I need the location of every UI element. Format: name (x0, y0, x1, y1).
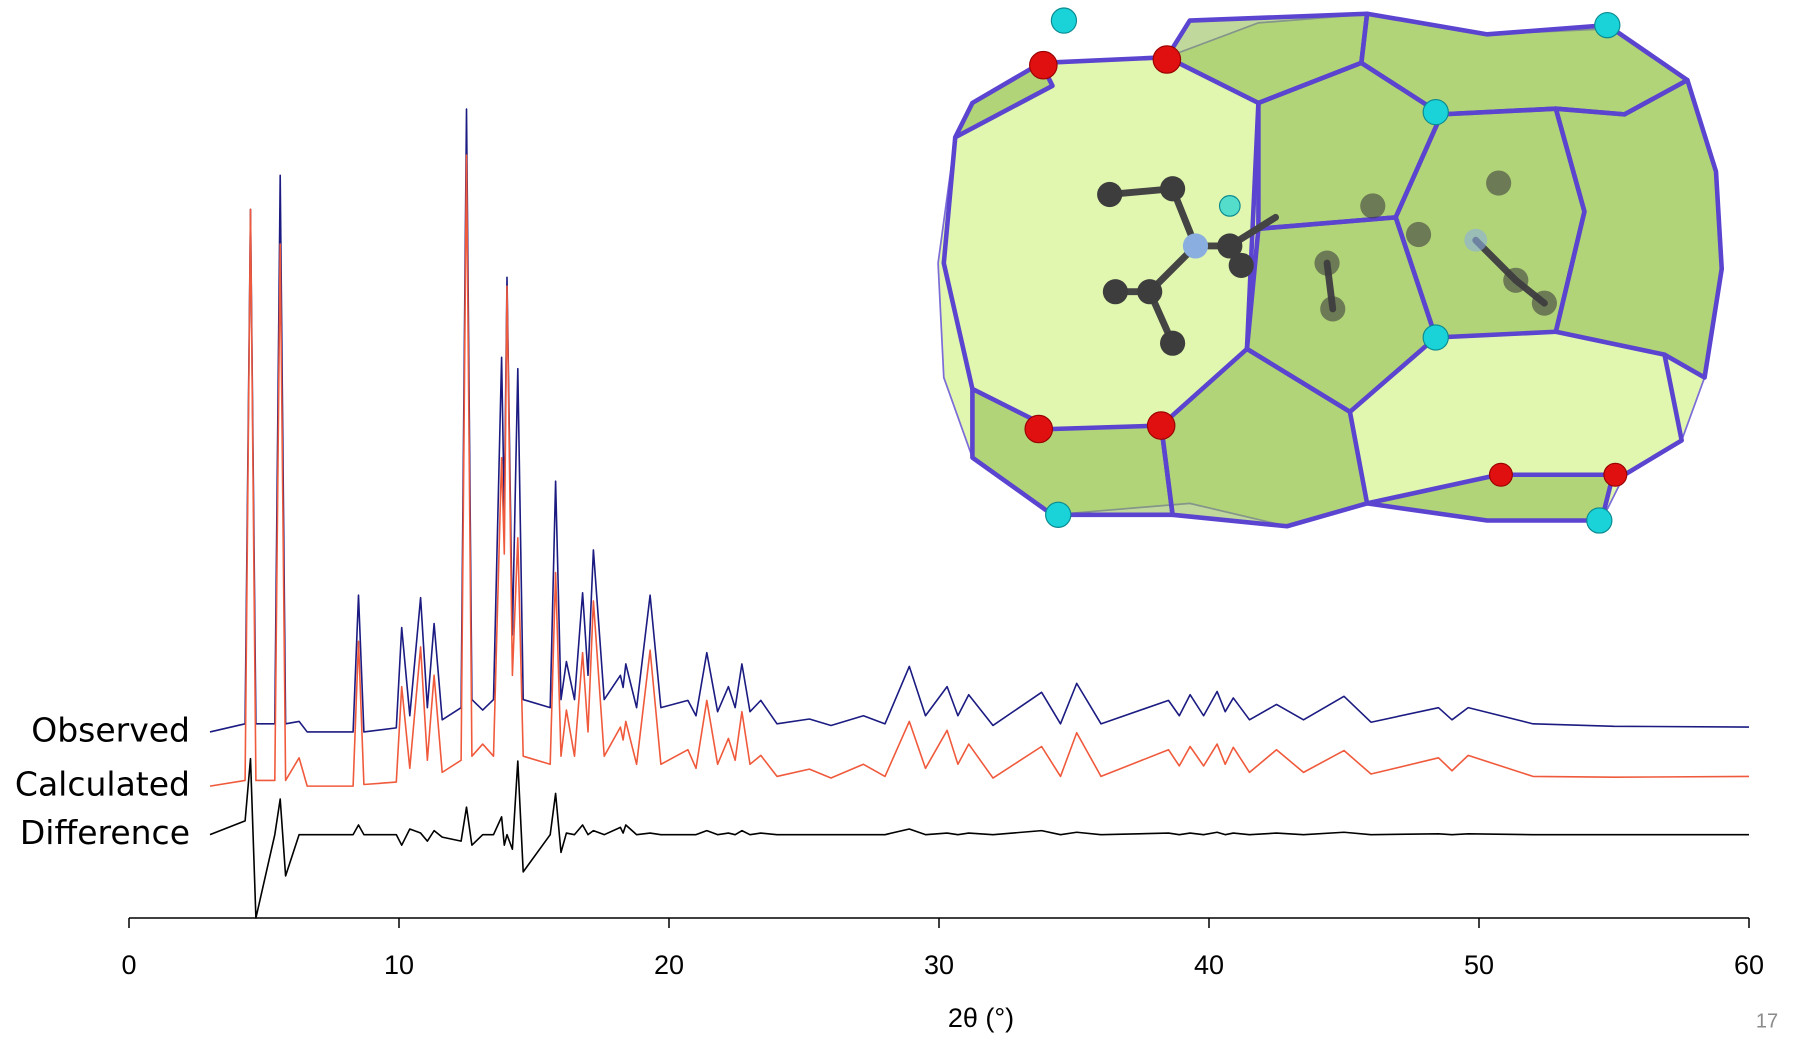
x-tick-label: 60 (1734, 950, 1764, 980)
x-tick-label: 40 (1194, 950, 1224, 980)
series-line (210, 759, 1749, 918)
series-label: Difference (20, 813, 190, 852)
chart: 2θ (°) 17 0 10 20 30 40 50 60 Observed Calculate… (0, 0, 1794, 1040)
series-label: Observed (31, 710, 190, 749)
page: 2θ (°) 17 0 10 20 30 40 50 60 Observed Calculate… (0, 0, 1794, 1040)
x-axis-label: 2θ (°) (948, 1003, 1014, 1033)
page-number: 17 (1756, 1010, 1778, 1032)
structure-illustration (938, 8, 1722, 533)
x-tick-label: 30 (924, 950, 954, 980)
x-tick-label: 10 (384, 950, 414, 980)
x-tick-label: 0 (121, 950, 136, 980)
x-tick-label: 50 (1464, 950, 1494, 980)
x-tick-label: 20 (654, 950, 684, 980)
series-label: Calculated (15, 765, 190, 804)
